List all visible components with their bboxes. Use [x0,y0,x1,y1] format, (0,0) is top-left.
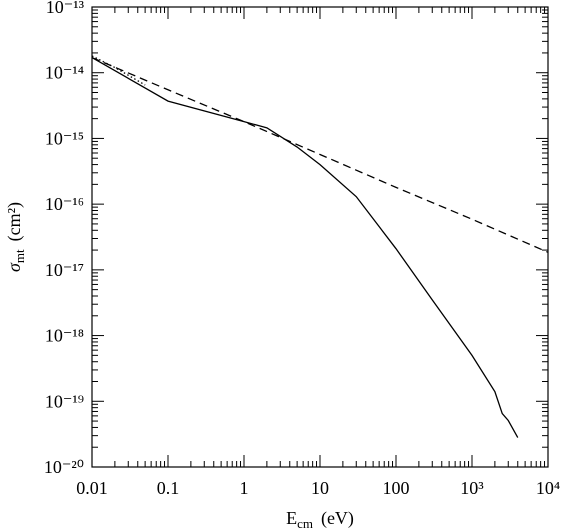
y-tick-label: 10⁻²⁰ [44,457,84,477]
y-tick-label: 10⁻¹³ [46,0,85,17]
x-label-symbol: E [286,508,297,528]
y-tick-label: 10⁻¹⁶ [45,194,84,214]
x-label-subscript: cm [297,516,313,530]
x-tick-label: 0.1 [157,478,180,498]
x-tick-label: 0.01 [76,478,108,498]
y-tick-label: 10⁻¹⁵ [45,128,84,148]
y-tick-label: 10⁻¹⁴ [45,63,84,83]
y-tick-label: 10⁻¹⁷ [45,260,84,280]
y-tick-label: 10⁻¹⁸ [45,326,84,346]
x-tick-label: 10³ [460,478,484,498]
line-solid [91,57,519,438]
y-label-symbol: σ [4,262,24,272]
x-tick-label: 10⁴ [536,478,560,498]
x-label-unit: (eV) [321,508,354,529]
x-tick-label: 1 [240,478,249,498]
x-axis-label: Ecm (eV) [286,508,354,530]
line-dotted [91,55,146,86]
y-label-subscript: mt [12,249,27,263]
y-axis-label: σmt (cm²) [4,202,27,272]
y-tick-label: 10⁻¹⁹ [45,391,84,411]
x-tick-label: 10 [311,478,329,498]
line-dashed [91,56,549,253]
x-tick-label: 100 [383,478,410,498]
plot-frame [91,6,549,468]
y-label-unit: (cm²) [4,202,25,241]
